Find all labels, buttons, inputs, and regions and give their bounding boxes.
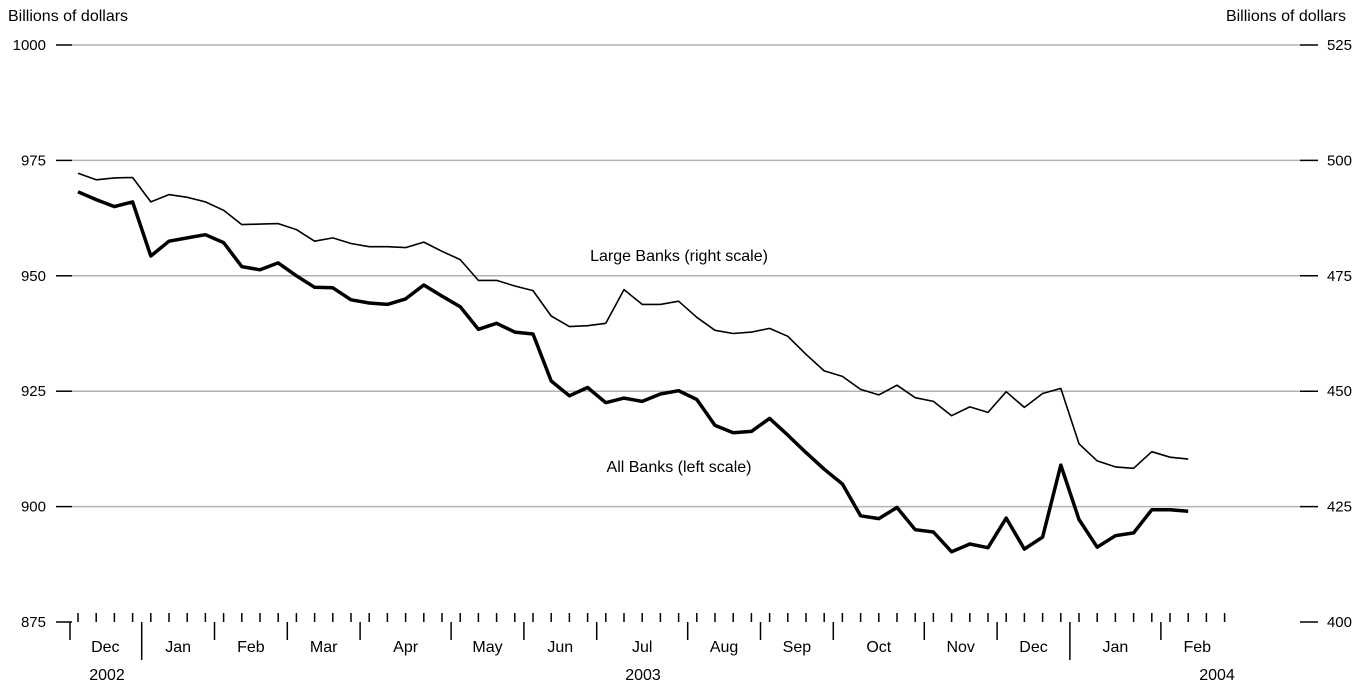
month-label: Oct [866,639,891,656]
series-lines [77,172,1189,554]
month-label: Sep [783,639,812,656]
right-tick-label: 500 [1327,152,1352,169]
right-axis: 400 425 450 475 500 525 [1300,37,1352,631]
x-axis: Dec Jan Feb Mar Apr May Jun Jul Aug Sep Oct Nov Dec J… [69,613,1235,683]
large-banks-label: Large Banks (right scale) [590,248,768,265]
left-tick-label: 900 [21,499,46,516]
month-label: Dec [91,639,119,656]
left-tick-label: 1000 [13,37,46,54]
month-label: May [472,639,502,656]
all-banks-line [77,190,1189,554]
left-tick-label: 975 [21,152,46,169]
gridlines [72,44,1300,508]
right-tick-label: 425 [1327,499,1352,516]
year-label: 2002 [89,667,125,683]
left-tick-label: 950 [21,268,46,285]
month-label: Aug [710,639,738,656]
month-label: Dec [1019,639,1047,656]
right-axis-title: Billions of dollars [1225,8,1346,25]
month-label: Feb [237,639,265,656]
left-axis: 875 900 925 950 975 1000 [13,37,72,631]
left-tick-label: 925 [21,383,46,400]
year-label: 2003 [625,667,661,683]
month-label: Jul [632,639,652,656]
right-tick-label: 525 [1327,37,1352,54]
right-tick-label: 450 [1327,383,1352,400]
right-tick-label: 475 [1327,268,1352,285]
left-tick-label: 875 [21,614,46,631]
year-label: 2004 [1199,667,1235,683]
month-label: Feb [1184,639,1212,656]
month-label: Nov [946,639,974,656]
month-label: Mar [310,639,338,656]
large-banks-line [77,172,1189,470]
month-label: Jun [547,639,573,656]
left-axis-title: Billions of dollars [8,8,129,25]
right-tick-label: 400 [1327,614,1352,631]
month-label: Jan [1103,639,1129,656]
month-label: Jan [165,639,191,656]
all-banks-label: All Banks (left scale) [607,459,752,476]
month-label: Apr [393,639,419,656]
